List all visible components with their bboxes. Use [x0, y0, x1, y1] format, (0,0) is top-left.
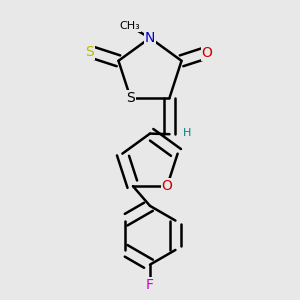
Text: CH₃: CH₃ — [119, 21, 140, 31]
Text: S: S — [126, 91, 135, 105]
Text: S: S — [85, 44, 94, 58]
Text: O: O — [202, 46, 212, 59]
Text: N: N — [145, 31, 155, 45]
Text: O: O — [162, 179, 172, 193]
Text: H: H — [183, 128, 191, 138]
Text: F: F — [146, 278, 154, 292]
